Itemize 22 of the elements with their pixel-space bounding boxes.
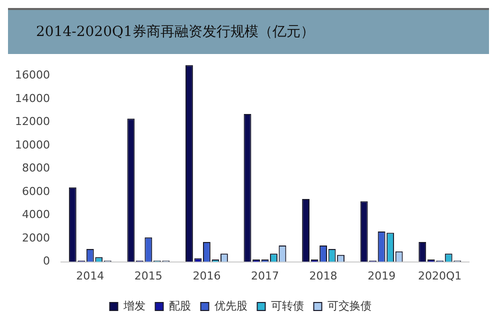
y-tick-label: 16000: [14, 68, 50, 82]
x-tick-label: 2015: [134, 269, 162, 282]
x-tick-label: 2019: [368, 269, 396, 282]
x-tick-label: 2018: [309, 269, 338, 282]
legend-label: 配股: [168, 299, 191, 312]
legend-label: 可转债: [270, 299, 304, 312]
y-tick-label: 14000: [14, 92, 50, 105]
y-tick-label: 12000: [14, 115, 50, 128]
y-tick-label: 10000: [14, 138, 50, 152]
y-tick-label: 6000: [22, 184, 50, 198]
y-tick-label: 8000: [22, 162, 50, 175]
x-tick-label: 2014: [76, 269, 104, 282]
x-tick-label: 2016: [192, 269, 221, 282]
legend-label: 增发: [122, 299, 146, 312]
chart-title: 2014-2020Q1券商再融资发行规模（亿元）: [8, 8, 489, 54]
x-tick-label: 2017: [250, 269, 279, 282]
x-tick-label: 2020Q1: [418, 269, 462, 282]
y-tick-label: 2000: [22, 231, 50, 244]
y-tick-label: 0: [42, 254, 50, 268]
legend-label: 优先股: [214, 299, 248, 312]
y-tick-label: 4000: [22, 208, 50, 222]
legend-label: 可交换债: [327, 299, 372, 312]
